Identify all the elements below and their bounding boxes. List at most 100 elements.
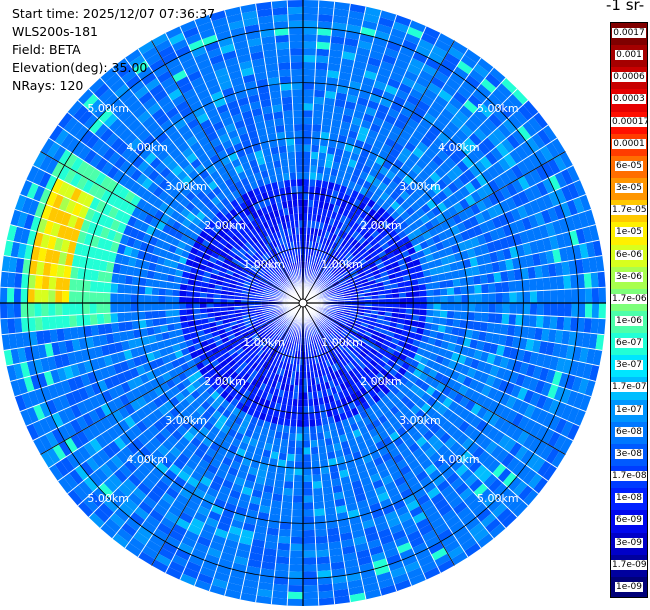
heatmap-bin: [477, 141, 491, 156]
heatmap-bin: [231, 438, 242, 448]
heatmap-bin: [432, 439, 445, 452]
heatmap-bin: [299, 364, 303, 372]
heatmap-bin: [263, 313, 271, 318]
heatmap-bin: [54, 460, 69, 478]
heatmap-bin: [354, 207, 363, 217]
heatmap-bin: [279, 288, 286, 293]
heatmap-bin: [473, 108, 488, 123]
heatmap-bin: [216, 355, 225, 364]
heatmap-bin: [212, 120, 225, 132]
heatmap-bin: [335, 327, 342, 334]
heatmap-bin: [481, 283, 489, 294]
heatmap-bin: [123, 497, 139, 512]
heatmap-bin: [428, 142, 442, 155]
heatmap-bin: [490, 444, 504, 459]
heatmap-bin: [185, 94, 200, 107]
heatmap-bin: [329, 256, 336, 264]
heatmap-bin: [378, 446, 390, 457]
heatmap-bin: [322, 346, 328, 354]
heatmap-bin: [453, 404, 465, 417]
heatmap-bin: [358, 236, 367, 245]
heatmap-bin: [138, 551, 155, 566]
heatmap-bin: [72, 104, 89, 121]
heatmap-bin: [164, 389, 175, 401]
heatmap-bin: [389, 523, 404, 535]
heatmap-bin: [399, 464, 412, 476]
heatmap-bin: [123, 459, 138, 474]
heatmap-bin: [258, 331, 266, 338]
heatmap-bin: [303, 110, 314, 118]
heatmap-bin: [129, 80, 146, 95]
heatmap-bin: [220, 307, 228, 312]
heatmap-bin: [382, 504, 396, 516]
heatmap-bin: [117, 303, 125, 313]
heatmap-bin: [354, 320, 362, 326]
heatmap-bin: [122, 113, 138, 128]
heatmap-bin: [497, 103, 513, 119]
heatmap-bin: [7, 318, 16, 334]
heatmap-bin: [553, 386, 565, 402]
heatmap-bin: [327, 264, 334, 271]
heatmap-bin: [466, 367, 477, 379]
heatmap-bin: [464, 267, 473, 278]
heatmap-bin: [247, 339, 255, 347]
heatmap-bin: [411, 284, 420, 292]
heatmap-bin: [430, 492, 445, 506]
heatmap-bin: [259, 342, 267, 350]
heatmap-bin: [559, 247, 569, 263]
heatmap-bin: [397, 281, 405, 288]
heatmap-bin: [83, 476, 99, 492]
heatmap-bin: [51, 428, 65, 445]
heatmap-bin: [321, 338, 328, 346]
heatmap-bin: [307, 220, 312, 228]
heatmap-bin: [424, 418, 437, 430]
heatmap-bin: [100, 175, 113, 190]
heatmap-bin: [179, 290, 187, 297]
heatmap-bin: [276, 261, 283, 269]
heatmap-bin: [223, 340, 232, 348]
heatmap-bin: [314, 76, 327, 84]
heatmap-bin: [449, 334, 458, 344]
heatmap-bin: [525, 137, 540, 153]
heatmap-bin: [509, 441, 523, 457]
heatmap-bin: [559, 437, 573, 455]
heatmap-bin: [144, 152, 157, 165]
heatmap-bin: [468, 294, 476, 303]
heatmap-bin: [265, 243, 272, 251]
heatmap-bin: [88, 512, 105, 529]
heatmap-bin: [278, 322, 285, 329]
heatmap-bin: [186, 314, 195, 322]
heatmap-bin: [155, 461, 169, 475]
heatmap-bin: [129, 411, 142, 425]
heatmap-bin: [317, 333, 322, 341]
heatmap-bin: [309, 419, 316, 427]
heatmap-bin: [427, 510, 442, 524]
heatmap-bin: [434, 166, 447, 179]
heatmap-bin: [515, 314, 524, 326]
heatmap-bin: [339, 319, 347, 325]
heatmap-bin: [345, 565, 361, 576]
heatmap-bin: [560, 201, 572, 218]
heatmap-bin: [181, 129, 195, 142]
heatmap-bin: [303, 13, 319, 21]
heatmap-bin: [452, 213, 463, 225]
heatmap-bin: [266, 318, 274, 324]
heatmap-bin: [116, 243, 127, 255]
heatmap-bin: [272, 486, 284, 495]
heatmap-bin: [133, 375, 144, 388]
heatmap-bin: [324, 437, 334, 446]
heatmap-bin: [303, 20, 318, 28]
heatmap-bin: [377, 359, 387, 368]
heatmap-bin: [257, 581, 274, 591]
heatmap-bin: [339, 351, 347, 359]
heatmap-bin: [275, 328, 282, 336]
heatmap-bin: [262, 245, 270, 253]
heatmap-bin: [258, 358, 266, 367]
heatmap-bin: [158, 310, 166, 319]
heatmap-bin: [201, 215, 211, 225]
heatmap-bin: [194, 431, 206, 443]
heatmap-bin: [168, 63, 185, 77]
heatmap-bin: [80, 460, 95, 477]
heatmap-bin: [507, 269, 516, 282]
heatmap-bin: [342, 259, 350, 267]
